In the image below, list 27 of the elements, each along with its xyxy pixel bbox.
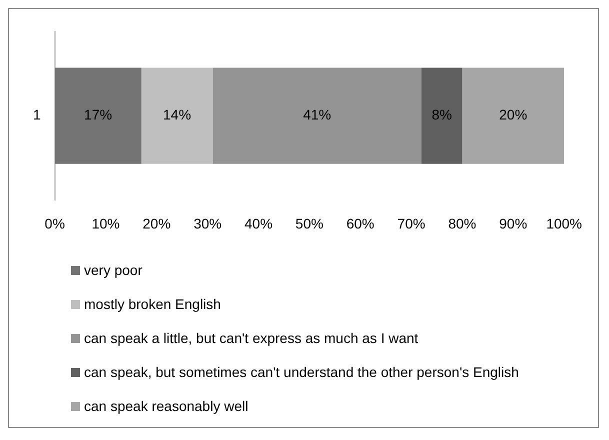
legend-label: very poor <box>84 262 142 278</box>
x-tick-label: 50% <box>295 215 324 232</box>
x-tick-label: 10% <box>92 215 120 232</box>
data-label: 41% <box>303 106 332 123</box>
data-label: 8% <box>432 106 452 123</box>
data-label: 14% <box>163 106 192 123</box>
x-tick-label: 20% <box>142 215 171 232</box>
legend-label: can speak a little, but can't express as much as I want <box>84 330 418 346</box>
x-tick-label: 0% <box>44 215 65 232</box>
x-tick-label: 30% <box>194 215 222 232</box>
x-tick-label: 70% <box>397 215 426 232</box>
x-tick-label: 60% <box>346 215 374 232</box>
bar <box>141 68 213 164</box>
data-label: 20% <box>499 106 528 123</box>
y-tick-label: 1 <box>32 106 41 123</box>
legend-label: can speak reasonably well <box>84 398 248 414</box>
bar <box>54 68 142 164</box>
bar <box>212 68 422 164</box>
x-tick-label: 40% <box>244 215 273 232</box>
legend-label: can speak, but sometimes can't understand the other person's English <box>84 364 519 380</box>
bar <box>421 68 462 164</box>
data-label: 17% <box>84 106 112 123</box>
bar <box>462 68 564 164</box>
x-tick-label: 80% <box>448 215 476 232</box>
x-tick-label: 100% <box>546 215 582 232</box>
x-tick-label: 90% <box>499 215 528 232</box>
legend-label: mostly broken English <box>84 296 221 312</box>
